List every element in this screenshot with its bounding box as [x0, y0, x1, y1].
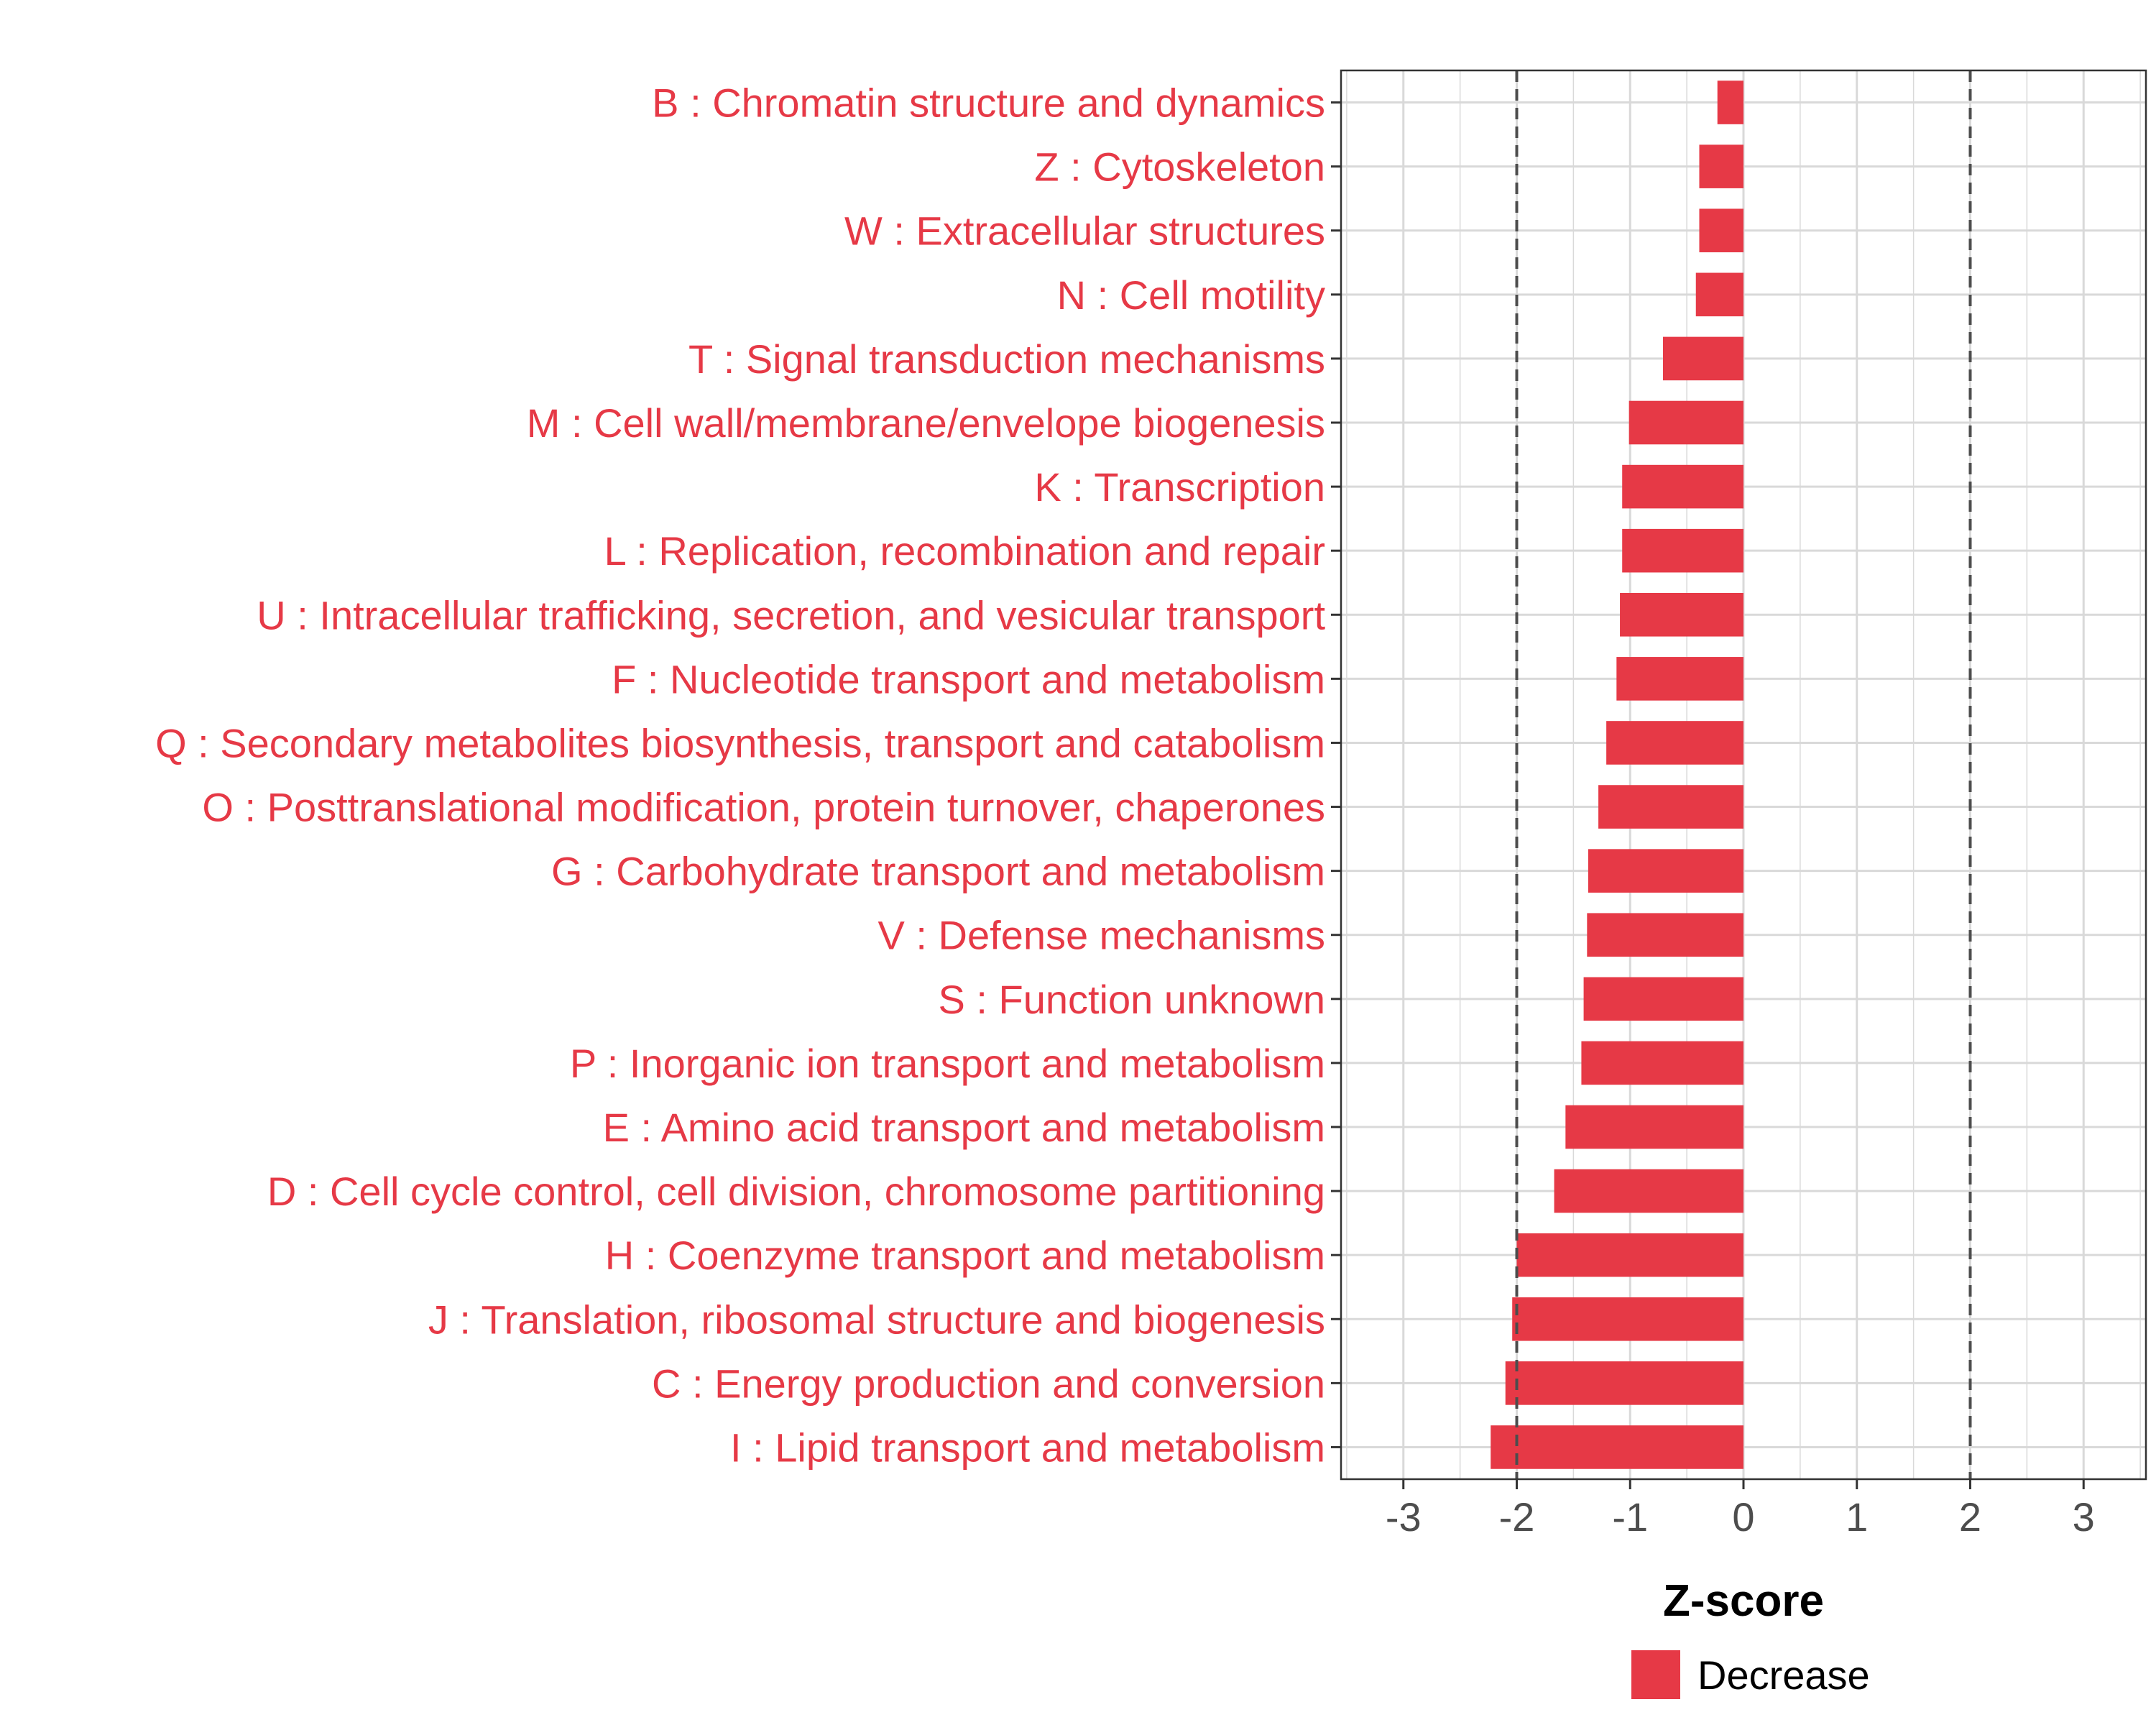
- y-axis-ticks: B : Chromatin structure and dynamics Z : …: [155, 80, 1341, 1470]
- y-tick-label: M : Cell wall/membrane/envelope biogenes…: [527, 400, 1325, 446]
- bar: [1598, 785, 1743, 829]
- y-tick-label: H : Coenzyme transport and metabolism: [605, 1233, 1325, 1278]
- x-tick-label: -3: [1386, 1494, 1422, 1540]
- y-tick-label: D : Cell cycle control, cell division, c…: [267, 1169, 1325, 1214]
- bar: [1620, 592, 1743, 637]
- x-tick-label: 2: [1959, 1494, 1981, 1540]
- y-tick-label: O : Posttranslational modification, prot…: [202, 785, 1325, 830]
- y-tick-label: C : Energy production and conversion: [652, 1361, 1325, 1406]
- bar: [1581, 1041, 1743, 1085]
- bar: [1516, 1233, 1743, 1277]
- bar: [1622, 528, 1743, 573]
- legend-label-decrease: Decrease: [1697, 1652, 1870, 1698]
- bar: [1616, 657, 1743, 701]
- x-tick-label: -1: [1612, 1494, 1648, 1540]
- y-tick-label: Q : Secondary metabolites biosynthesis, …: [155, 720, 1325, 765]
- y-tick-label: E : Amino acid transport and metabolism: [603, 1105, 1325, 1150]
- x-tick-label: 0: [1732, 1494, 1754, 1540]
- bar: [1491, 1425, 1743, 1469]
- bar: [1606, 721, 1743, 765]
- y-tick-label: I : Lipid transport and metabolism: [730, 1425, 1325, 1470]
- y-tick-label: Z : Cytoskeleton: [1034, 144, 1325, 190]
- bar: [1699, 208, 1743, 253]
- bar: [1583, 977, 1743, 1021]
- reference-lines-layer: [1515, 70, 1972, 1479]
- x-axis-title: Z-score: [1663, 1576, 1824, 1626]
- legend-key-decrease: [1631, 1650, 1680, 1699]
- y-tick-label: G : Carbohydrate transport and metabolis…: [551, 849, 1325, 894]
- y-tick-label: U : Intracellular trafficking, secretion…: [257, 592, 1325, 638]
- bars-layer: [1491, 80, 1743, 1469]
- bar: [1695, 272, 1743, 317]
- y-tick-label: J : Translation, ribosomal structure and…: [428, 1297, 1325, 1342]
- bar: [1663, 336, 1743, 381]
- bar: [1699, 144, 1743, 188]
- y-tick-label: S : Function unknown: [938, 977, 1325, 1022]
- bar: [1565, 1105, 1743, 1149]
- bar: [1622, 464, 1743, 509]
- bar: [1505, 1361, 1743, 1405]
- y-tick-label: N : Cell motility: [1057, 272, 1325, 318]
- y-tick-label: F : Nucleotide transport and metabolism: [612, 656, 1325, 702]
- y-tick-label: V : Defense mechanisms: [878, 913, 1325, 958]
- bar: [1717, 80, 1743, 124]
- bar: [1587, 913, 1743, 957]
- x-axis-ticks: -3 -2 -1 0 1 2 3: [1386, 1479, 2095, 1540]
- bar: [1628, 400, 1743, 445]
- y-tick-label: P : Inorganic ion transport and metaboli…: [570, 1041, 1325, 1086]
- y-tick-label: B : Chromatin structure and dynamics: [652, 80, 1325, 126]
- legend: Decrease: [1631, 1650, 1870, 1699]
- bar: [1588, 849, 1743, 893]
- y-tick-label: K : Transcription: [1034, 464, 1325, 510]
- y-tick-label: L : Replication, recombination and repai…: [604, 528, 1325, 574]
- x-tick-label: 3: [2073, 1494, 2095, 1540]
- y-tick-label: W : Extracellular structures: [844, 208, 1325, 254]
- x-tick-label: 1: [1846, 1494, 1868, 1540]
- y-tick-label: T : Signal transduction mechanisms: [688, 336, 1325, 382]
- bar: [1554, 1169, 1743, 1213]
- x-tick-label: -2: [1499, 1494, 1535, 1540]
- bar: [1512, 1297, 1743, 1341]
